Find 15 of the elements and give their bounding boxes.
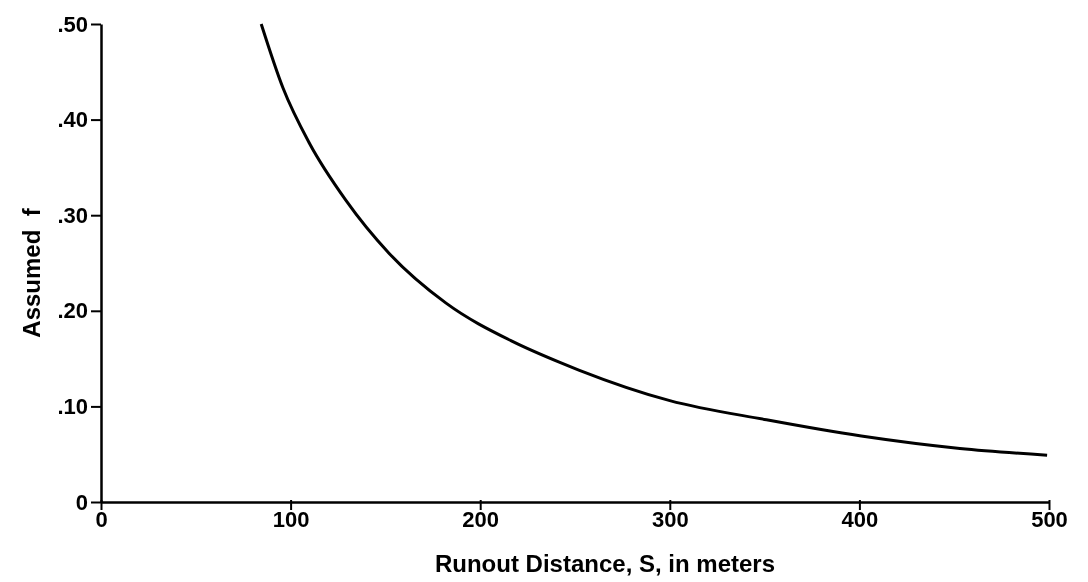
y-axis-title: Assumed f xyxy=(18,207,45,338)
y-tick-label: .40 xyxy=(57,107,88,133)
line-series xyxy=(259,22,1049,457)
x-tick-label: 400 xyxy=(841,507,879,533)
y-tick-label: .30 xyxy=(57,202,88,228)
x-axis-title: Runout Distance, S, in meters xyxy=(434,550,776,577)
x-tick-label: 200 xyxy=(462,507,500,533)
x-tick-label: 100 xyxy=(272,507,310,533)
y-tick-label: .50 xyxy=(57,11,88,37)
y-tick-label: .20 xyxy=(57,298,88,324)
x-tick-label: 300 xyxy=(651,507,689,533)
y-tick-label: 0 xyxy=(75,489,88,515)
y-tick-label: .10 xyxy=(57,393,88,419)
x-tick-label: 0 xyxy=(95,507,108,533)
x-tick-label: 500 xyxy=(1031,507,1068,533)
